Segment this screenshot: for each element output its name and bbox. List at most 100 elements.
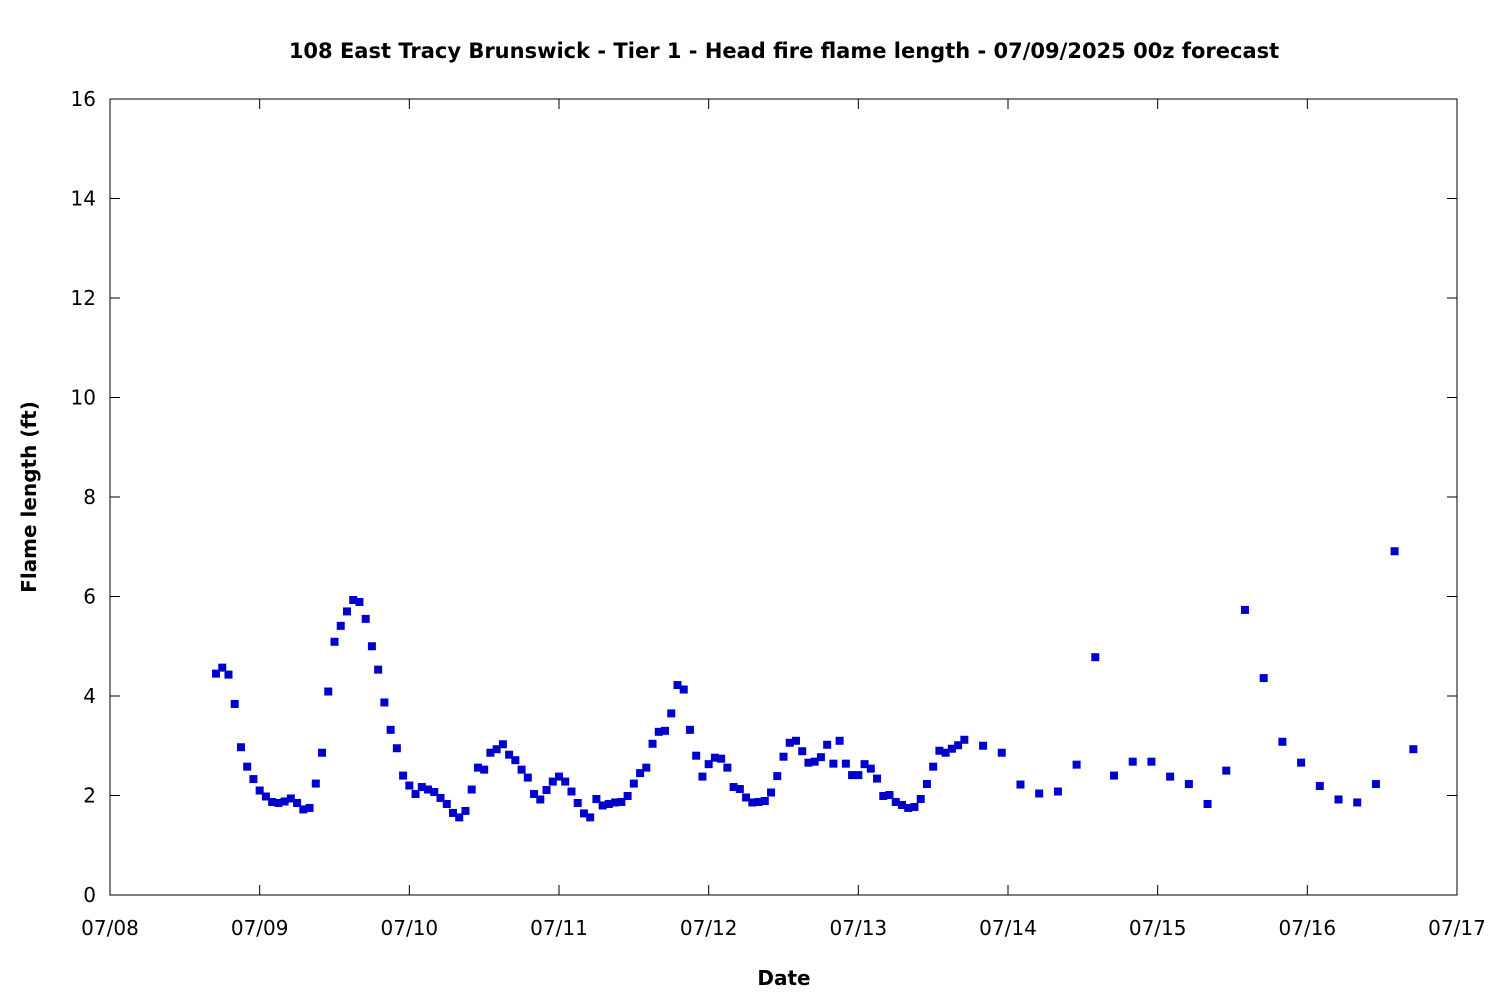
data-point (342, 607, 351, 616)
data-point (536, 795, 545, 804)
data-point (860, 760, 869, 769)
data-point (929, 762, 938, 771)
x-tick-label: 07/15 (1129, 916, 1187, 940)
data-point (349, 595, 358, 604)
data-point (617, 797, 626, 806)
data-point (274, 798, 283, 807)
data-point (1278, 737, 1287, 746)
data-point (1166, 772, 1175, 781)
data-point (623, 791, 632, 800)
data-point (897, 800, 906, 809)
data-point (573, 798, 582, 807)
data-point (692, 751, 701, 760)
data-point (835, 736, 844, 745)
data-point (742, 793, 751, 802)
data-point (448, 808, 457, 817)
data-point (461, 806, 470, 815)
data-point (785, 738, 794, 747)
data-point (916, 794, 925, 803)
data-point (922, 780, 931, 789)
data-point (386, 725, 395, 734)
data-point (723, 763, 732, 772)
data-point (467, 785, 476, 794)
data-point (729, 783, 738, 792)
data-point (236, 743, 245, 752)
y-tick-label: 10 (71, 386, 96, 410)
data-point (1315, 782, 1324, 791)
data-point (417, 783, 426, 792)
data-point (767, 788, 776, 797)
data-point (473, 763, 482, 772)
data-point (735, 785, 744, 794)
y-tick-label: 14 (71, 187, 96, 211)
data-point (286, 794, 295, 803)
data-point (760, 796, 769, 805)
data-point (947, 744, 956, 753)
data-point (255, 786, 264, 795)
data-point (1016, 780, 1025, 789)
data-point (330, 637, 339, 646)
data-point (1259, 674, 1268, 683)
data-point (405, 781, 414, 790)
data-point (1297, 758, 1306, 767)
y-tick-label: 16 (71, 87, 96, 111)
data-point (1390, 547, 1399, 556)
x-tick-label: 07/08 (81, 916, 139, 940)
data-point (829, 759, 838, 768)
data-point (311, 779, 320, 788)
data-point (517, 765, 526, 774)
x-tick-label: 07/10 (381, 916, 439, 940)
data-point (636, 769, 645, 778)
data-point (1334, 795, 1343, 804)
data-point (810, 757, 819, 766)
data-point (854, 771, 863, 780)
data-point (667, 709, 676, 718)
y-axis-label: Flame length (ft) (17, 401, 41, 593)
data-point (935, 746, 944, 755)
data-point (392, 744, 401, 753)
data-point (604, 799, 613, 808)
data-point (436, 793, 445, 802)
y-tick-label: 2 (83, 784, 96, 808)
data-point (480, 765, 489, 774)
data-point (611, 798, 620, 807)
data-point (592, 794, 601, 803)
data-point (1147, 757, 1156, 766)
data-point (355, 597, 364, 606)
data-point (629, 779, 638, 788)
data-point (492, 745, 501, 754)
ticks: 0 2 4 6 8 10 12 14 16 07/08 07/09 07/10 07/11 07/12 07… (71, 87, 1486, 940)
data-point (411, 790, 420, 799)
data-point (879, 791, 888, 800)
data-point (430, 788, 439, 797)
data-point (511, 756, 520, 765)
data-point (555, 772, 563, 781)
data-point (816, 753, 825, 762)
data-point (598, 801, 607, 810)
y-tick-label: 6 (83, 585, 96, 609)
data-point (305, 803, 314, 812)
data-point (873, 774, 882, 783)
data-point (586, 813, 595, 822)
data-point (866, 764, 875, 773)
data-point (336, 621, 345, 630)
data-point (698, 772, 707, 781)
data-point (648, 739, 657, 748)
data-point (224, 670, 233, 679)
data-point (505, 750, 514, 759)
data-point (212, 669, 221, 678)
data-point (299, 805, 308, 814)
y-tick-label: 8 (83, 485, 96, 509)
data-point (960, 735, 969, 744)
data-point (791, 736, 800, 745)
data-point (293, 798, 302, 807)
data-point (280, 797, 289, 806)
data-point (230, 699, 239, 708)
data-point (841, 759, 850, 768)
data-point (1353, 798, 1362, 807)
data-point (685, 725, 694, 734)
data-point (442, 799, 451, 808)
data-point (1128, 757, 1137, 766)
data-point (798, 747, 807, 756)
